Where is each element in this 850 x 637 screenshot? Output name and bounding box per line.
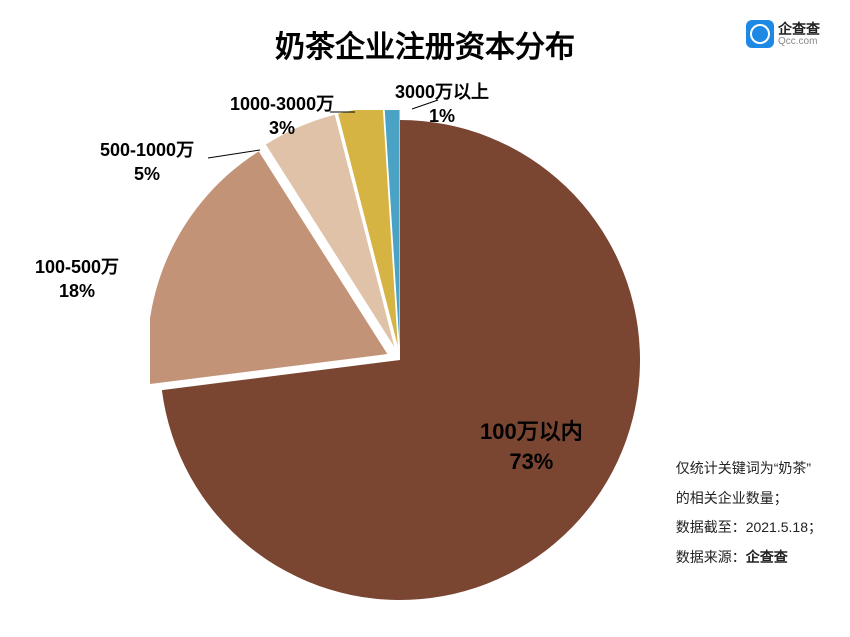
footnote-line: 的相关企业数量； [676, 484, 822, 513]
pie-chart [150, 110, 650, 610]
footnote-line: 数据截至：2021.5.18； [676, 513, 822, 542]
brand-logo: 企查查 Qcc.com [746, 20, 820, 48]
footnote: 仅统计关键词为“奶茶” 的相关企业数量； 数据截至：2021.5.18； 数据来… [676, 454, 822, 572]
logo-text-en: Qcc.com [778, 37, 820, 47]
slice-label: 500-1000万5% [100, 138, 194, 187]
footnote-line: 仅统计关键词为“奶茶” [676, 454, 822, 483]
slice-label: 1000-3000万3% [230, 92, 334, 141]
slice-label: 100-500万18% [35, 255, 119, 304]
slice-label: 3000万以上1% [395, 80, 489, 129]
logo-text-cn: 企查查 [778, 22, 820, 36]
qcc-logo-icon [746, 20, 774, 48]
slice-label: 100万以内73% [480, 417, 583, 476]
footnote-line: 数据来源：企查查 [676, 543, 822, 572]
chart-title: 奶茶企业注册资本分布 [0, 22, 850, 66]
